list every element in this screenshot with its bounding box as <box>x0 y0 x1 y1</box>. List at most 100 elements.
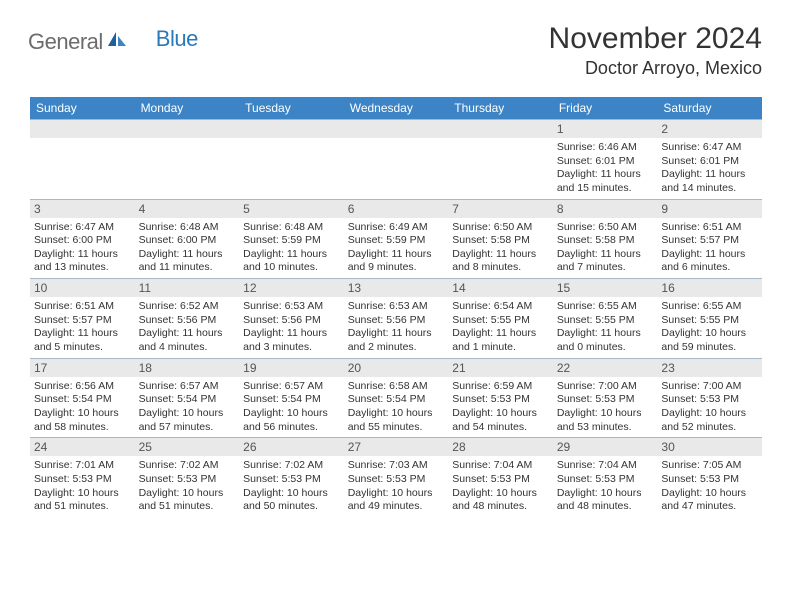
sunset-line: Sunset: 6:01 PM <box>557 155 654 169</box>
day-number: 2 <box>657 120 762 138</box>
daylight-line: Daylight: 10 hours and 48 minutes. <box>452 487 549 514</box>
day-details: Sunrise: 6:59 AMSunset: 5:53 PMDaylight:… <box>448 377 553 438</box>
weekday-header: Sunday <box>30 97 135 119</box>
daylight-line: Daylight: 11 hours and 5 minutes. <box>34 327 131 354</box>
daylight-line: Daylight: 11 hours and 0 minutes. <box>557 327 654 354</box>
day-number: 21 <box>448 359 553 377</box>
day-cell: 9Sunrise: 6:51 AMSunset: 5:57 PMDaylight… <box>657 199 762 279</box>
day-number: 9 <box>657 200 762 218</box>
daylight-line: Daylight: 10 hours and 51 minutes. <box>139 487 236 514</box>
sunset-line: Sunset: 5:55 PM <box>452 314 549 328</box>
sunset-line: Sunset: 5:53 PM <box>452 393 549 407</box>
day-details: Sunrise: 6:47 AMSunset: 6:00 PMDaylight:… <box>30 218 135 279</box>
day-cell: 3Sunrise: 6:47 AMSunset: 6:00 PMDaylight… <box>30 199 135 279</box>
day-number: 1 <box>553 120 658 138</box>
daylight-line: Daylight: 10 hours and 49 minutes. <box>348 487 445 514</box>
day-details: Sunrise: 7:04 AMSunset: 5:53 PMDaylight:… <box>553 456 658 517</box>
sunrise-line: Sunrise: 6:47 AM <box>661 141 758 155</box>
day-number: 18 <box>135 359 240 377</box>
sunrise-line: Sunrise: 6:46 AM <box>557 141 654 155</box>
daylight-line: Daylight: 10 hours and 48 minutes. <box>557 487 654 514</box>
sunrise-line: Sunrise: 6:55 AM <box>661 300 758 314</box>
title-block: November 2024 Doctor Arroyo, Mexico <box>549 22 762 79</box>
weekday-header: Saturday <box>657 97 762 119</box>
sunset-line: Sunset: 5:53 PM <box>139 473 236 487</box>
sunset-line: Sunset: 5:59 PM <box>348 234 445 248</box>
empty-cell <box>448 119 553 199</box>
day-details: Sunrise: 6:54 AMSunset: 5:55 PMDaylight:… <box>448 297 553 358</box>
day-number: 22 <box>553 359 658 377</box>
daylight-line: Daylight: 11 hours and 4 minutes. <box>139 327 236 354</box>
weekday-header: Monday <box>135 97 240 119</box>
day-number: 13 <box>344 279 449 297</box>
sunrise-line: Sunrise: 6:48 AM <box>139 221 236 235</box>
daylight-line: Daylight: 10 hours and 53 minutes. <box>557 407 654 434</box>
daylight-line: Daylight: 10 hours and 47 minutes. <box>661 487 758 514</box>
sunset-line: Sunset: 5:53 PM <box>34 473 131 487</box>
day-cell: 4Sunrise: 6:48 AMSunset: 6:00 PMDaylight… <box>135 199 240 279</box>
sunrise-line: Sunrise: 6:54 AM <box>452 300 549 314</box>
sunset-line: Sunset: 5:56 PM <box>243 314 340 328</box>
weekday-header-row: SundayMondayTuesdayWednesdayThursdayFrid… <box>30 97 762 119</box>
daylight-line: Daylight: 11 hours and 3 minutes. <box>243 327 340 354</box>
day-details: Sunrise: 6:53 AMSunset: 5:56 PMDaylight:… <box>239 297 344 358</box>
sunset-line: Sunset: 5:56 PM <box>348 314 445 328</box>
daylight-line: Daylight: 10 hours and 54 minutes. <box>452 407 549 434</box>
day-number: 30 <box>657 438 762 456</box>
day-cell: 6Sunrise: 6:49 AMSunset: 5:59 PMDaylight… <box>344 199 449 279</box>
day-cell: 19Sunrise: 6:57 AMSunset: 5:54 PMDayligh… <box>239 358 344 438</box>
day-details: Sunrise: 6:49 AMSunset: 5:59 PMDaylight:… <box>344 218 449 279</box>
daylight-line: Daylight: 10 hours and 55 minutes. <box>348 407 445 434</box>
day-number: 19 <box>239 359 344 377</box>
day-details: Sunrise: 7:00 AMSunset: 5:53 PMDaylight:… <box>553 377 658 438</box>
day-details: Sunrise: 6:50 AMSunset: 5:58 PMDaylight:… <box>448 218 553 279</box>
day-cell: 11Sunrise: 6:52 AMSunset: 5:56 PMDayligh… <box>135 278 240 358</box>
sunset-line: Sunset: 5:53 PM <box>348 473 445 487</box>
sunrise-line: Sunrise: 6:55 AM <box>557 300 654 314</box>
sunset-line: Sunset: 5:53 PM <box>557 393 654 407</box>
sunset-line: Sunset: 5:54 PM <box>139 393 236 407</box>
empty-daynum <box>448 120 553 138</box>
day-number: 14 <box>448 279 553 297</box>
day-number: 6 <box>344 200 449 218</box>
day-number: 26 <box>239 438 344 456</box>
day-number: 5 <box>239 200 344 218</box>
day-cell: 29Sunrise: 7:04 AMSunset: 5:53 PMDayligh… <box>553 437 658 517</box>
day-details: Sunrise: 7:02 AMSunset: 5:53 PMDaylight:… <box>135 456 240 517</box>
day-details: Sunrise: 6:53 AMSunset: 5:56 PMDaylight:… <box>344 297 449 358</box>
day-number: 10 <box>30 279 135 297</box>
day-cell: 22Sunrise: 7:00 AMSunset: 5:53 PMDayligh… <box>553 358 658 438</box>
day-details: Sunrise: 7:00 AMSunset: 5:53 PMDaylight:… <box>657 377 762 438</box>
day-details: Sunrise: 6:52 AMSunset: 5:56 PMDaylight:… <box>135 297 240 358</box>
empty-cell <box>30 119 135 199</box>
sunrise-line: Sunrise: 7:03 AM <box>348 459 445 473</box>
daylight-line: Daylight: 11 hours and 13 minutes. <box>34 248 131 275</box>
day-details: Sunrise: 6:51 AMSunset: 5:57 PMDaylight:… <box>657 218 762 279</box>
day-number: 8 <box>553 200 658 218</box>
sunrise-line: Sunrise: 7:05 AM <box>661 459 758 473</box>
sunset-line: Sunset: 5:53 PM <box>452 473 549 487</box>
daylight-line: Daylight: 11 hours and 6 minutes. <box>661 248 758 275</box>
day-details: Sunrise: 6:50 AMSunset: 5:58 PMDaylight:… <box>553 218 658 279</box>
sunset-line: Sunset: 5:57 PM <box>34 314 131 328</box>
sunset-line: Sunset: 6:00 PM <box>34 234 131 248</box>
daylight-line: Daylight: 11 hours and 2 minutes. <box>348 327 445 354</box>
day-number: 23 <box>657 359 762 377</box>
day-cell: 15Sunrise: 6:55 AMSunset: 5:55 PMDayligh… <box>553 278 658 358</box>
sunset-line: Sunset: 5:55 PM <box>661 314 758 328</box>
sunrise-line: Sunrise: 6:48 AM <box>243 221 340 235</box>
daylight-line: Daylight: 11 hours and 1 minute. <box>452 327 549 354</box>
weekday-header: Thursday <box>448 97 553 119</box>
sunset-line: Sunset: 6:01 PM <box>661 155 758 169</box>
empty-cell <box>135 119 240 199</box>
day-cell: 12Sunrise: 6:53 AMSunset: 5:56 PMDayligh… <box>239 278 344 358</box>
daylight-line: Daylight: 10 hours and 56 minutes. <box>243 407 340 434</box>
sunset-line: Sunset: 5:54 PM <box>34 393 131 407</box>
sail-icon <box>106 30 128 55</box>
sunrise-line: Sunrise: 6:53 AM <box>243 300 340 314</box>
sunset-line: Sunset: 5:55 PM <box>557 314 654 328</box>
day-cell: 13Sunrise: 6:53 AMSunset: 5:56 PMDayligh… <box>344 278 449 358</box>
sunset-line: Sunset: 6:00 PM <box>139 234 236 248</box>
sunrise-line: Sunrise: 6:58 AM <box>348 380 445 394</box>
day-cell: 20Sunrise: 6:58 AMSunset: 5:54 PMDayligh… <box>344 358 449 438</box>
